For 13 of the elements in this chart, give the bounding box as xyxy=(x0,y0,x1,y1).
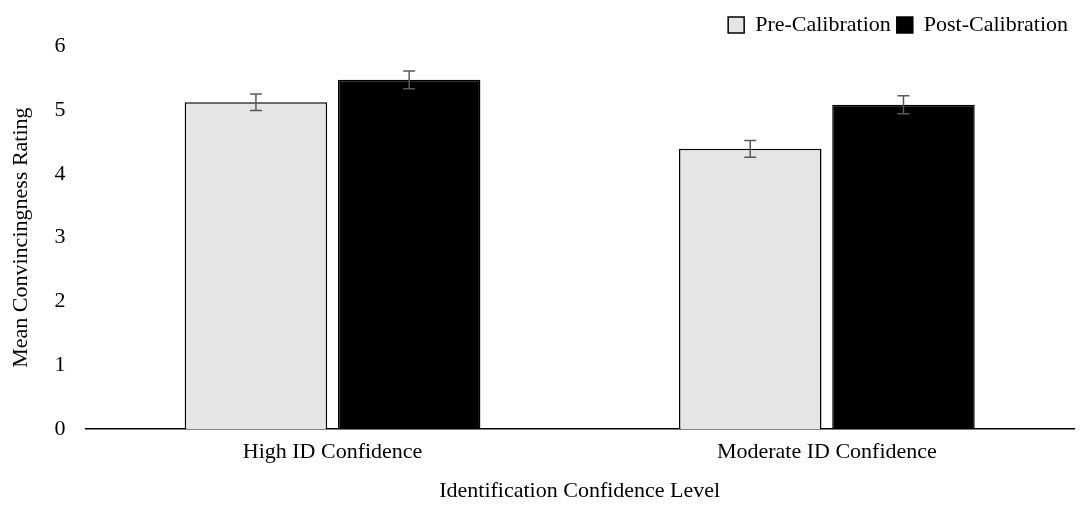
legend-label: Post-Calibration xyxy=(923,10,1068,36)
y-tick-label: 4 xyxy=(54,159,66,185)
y-tick-label: 1 xyxy=(54,351,66,377)
y-tick-label: 2 xyxy=(54,287,66,313)
y-tick-label: 3 xyxy=(54,223,66,249)
x-axis-title: Identification Confidence Level xyxy=(439,476,721,502)
y-tick-label: 5 xyxy=(54,95,66,121)
y-tick-label: 6 xyxy=(54,31,66,57)
x-tick-label: Moderate ID Confidence xyxy=(716,438,937,464)
legend-label: Pre-Calibration xyxy=(755,10,891,36)
x-tick-label: High ID Confidence xyxy=(242,438,423,464)
y-axis-title: Mean Convincingness Rating xyxy=(6,107,32,368)
y-tick-label: 0 xyxy=(54,414,66,440)
